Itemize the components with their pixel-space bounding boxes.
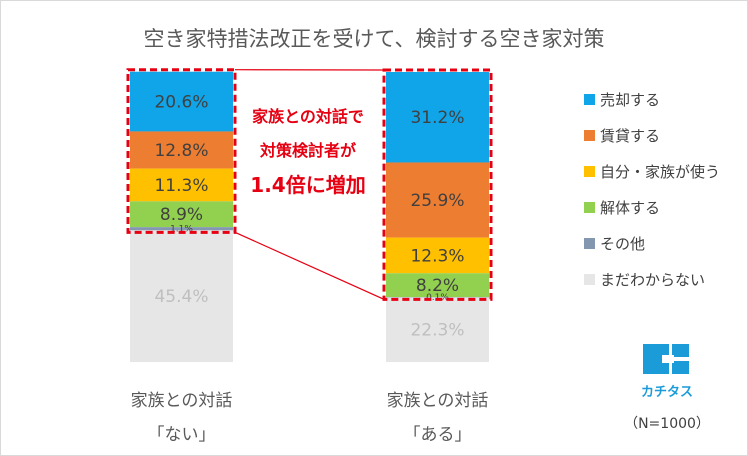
legend-swatch xyxy=(584,130,595,141)
legend-entry: 自分・家族が使う xyxy=(600,163,720,181)
sample-size-note: （N=1000） xyxy=(624,416,710,432)
highlight-box xyxy=(126,68,237,234)
brand-name: カチタス xyxy=(641,385,693,400)
legend-entry: 解体する xyxy=(600,199,660,217)
legend-entry: 賃貸する xyxy=(600,127,660,145)
x-tick-label: 「ある」 xyxy=(404,425,472,445)
annotation-line-3: 1.4倍に増加 xyxy=(250,173,365,197)
value-label: 1.1% xyxy=(170,225,193,235)
bar-segment xyxy=(130,201,233,228)
comparison-connector xyxy=(234,69,385,300)
highlight-box xyxy=(382,68,493,301)
legend-entry: まだわからない xyxy=(600,271,705,289)
x-axis-labels: 家族との対話「ない」家族との対話「ある」 xyxy=(131,391,489,445)
value-label: 45.4% xyxy=(154,287,208,307)
legend-swatch xyxy=(584,202,595,213)
chart-title: 空き家特措法改正を受けて、検討する空き家対策 xyxy=(144,27,605,51)
bar-segment xyxy=(130,230,233,362)
connector-line-bottom xyxy=(234,231,385,300)
value-label: 20.6% xyxy=(154,93,208,113)
annotation: 家族との対話で 対策検討者が 1.4倍に増加 xyxy=(250,107,365,197)
value-label: 12.3% xyxy=(410,246,464,266)
value-label: 31.2% xyxy=(410,108,464,128)
brand-mark-icon xyxy=(643,344,689,374)
bar-segment xyxy=(386,162,489,238)
legend-entry: その他 xyxy=(600,235,645,253)
value-label: 8.9% xyxy=(160,205,203,225)
bar-segment xyxy=(386,297,489,362)
brand-logo: カチタス xyxy=(641,344,693,400)
bar-segment xyxy=(386,72,489,163)
x-tick-label: 家族との対話 xyxy=(131,391,233,411)
bar-segment xyxy=(386,237,489,274)
bar-segment xyxy=(130,227,233,231)
bar-segment xyxy=(386,273,489,298)
value-label: 8.2% xyxy=(416,276,459,296)
x-tick-label: 「ない」 xyxy=(148,425,216,445)
bars-group: 20.6% 12.8% 11.3% 8.9%1.1% 45.4% 31.2% 25.9% 12… xyxy=(126,68,493,362)
legend-swatch xyxy=(584,166,595,177)
annotation-line-2: 対策検討者が xyxy=(259,141,356,160)
legend-entry: 売却する xyxy=(600,91,660,109)
legend-swatch xyxy=(584,274,595,285)
bar-segment xyxy=(130,131,233,169)
x-tick-label: 家族との対話 xyxy=(387,391,489,411)
value-label: 22.3% xyxy=(410,321,464,341)
value-label: 25.9% xyxy=(410,191,464,211)
value-label: 11.3% xyxy=(154,176,208,196)
bar-segment xyxy=(130,71,233,132)
value-label: 12.8% xyxy=(154,141,208,161)
legend-swatch xyxy=(584,238,595,249)
annotation-line-1: 家族との対話で xyxy=(252,107,364,126)
legend-swatch xyxy=(584,94,595,105)
bar-segment xyxy=(130,168,233,202)
